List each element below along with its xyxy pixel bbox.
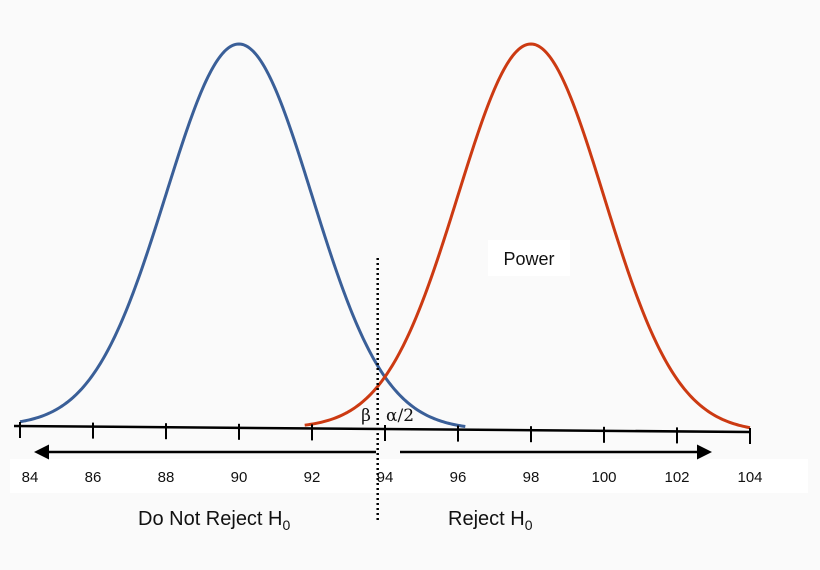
power-label-box bbox=[488, 240, 570, 276]
alternative-distribution-curve bbox=[304, 42, 751, 430]
x-tick-label-98: 98 bbox=[523, 469, 540, 486]
x-tick-label-92: 92 bbox=[304, 469, 321, 486]
x-tick-label-100: 100 bbox=[591, 469, 616, 486]
x-tick-label-104: 104 bbox=[737, 469, 762, 486]
alpha-half-label: α/2 bbox=[386, 406, 414, 426]
x-tick-label-102: 102 bbox=[664, 469, 689, 486]
x-tick-label-88: 88 bbox=[158, 469, 175, 486]
do-not-reject-label: Do Not Reject H0 bbox=[138, 508, 291, 533]
beta-label: β bbox=[361, 406, 371, 426]
null-distribution-curve bbox=[19, 42, 466, 429]
reject-label: Reject H0 bbox=[448, 508, 533, 533]
x-tick-label-94: 94 bbox=[377, 469, 394, 486]
tick-label-band bbox=[10, 459, 808, 493]
x-axis-tick-labels: 84 86 88 90 92 94 96 98 100 102 104 bbox=[22, 469, 763, 486]
x-tick-label-86: 86 bbox=[85, 469, 102, 486]
x-tick-label-90: 90 bbox=[231, 469, 248, 486]
x-tick-label-84: 84 bbox=[22, 469, 39, 486]
x-axis-line bbox=[13, 424, 751, 434]
x-tick-label-96: 96 bbox=[450, 469, 467, 486]
x-axis-ticks bbox=[19, 422, 751, 444]
power-label: Power bbox=[503, 249, 554, 269]
